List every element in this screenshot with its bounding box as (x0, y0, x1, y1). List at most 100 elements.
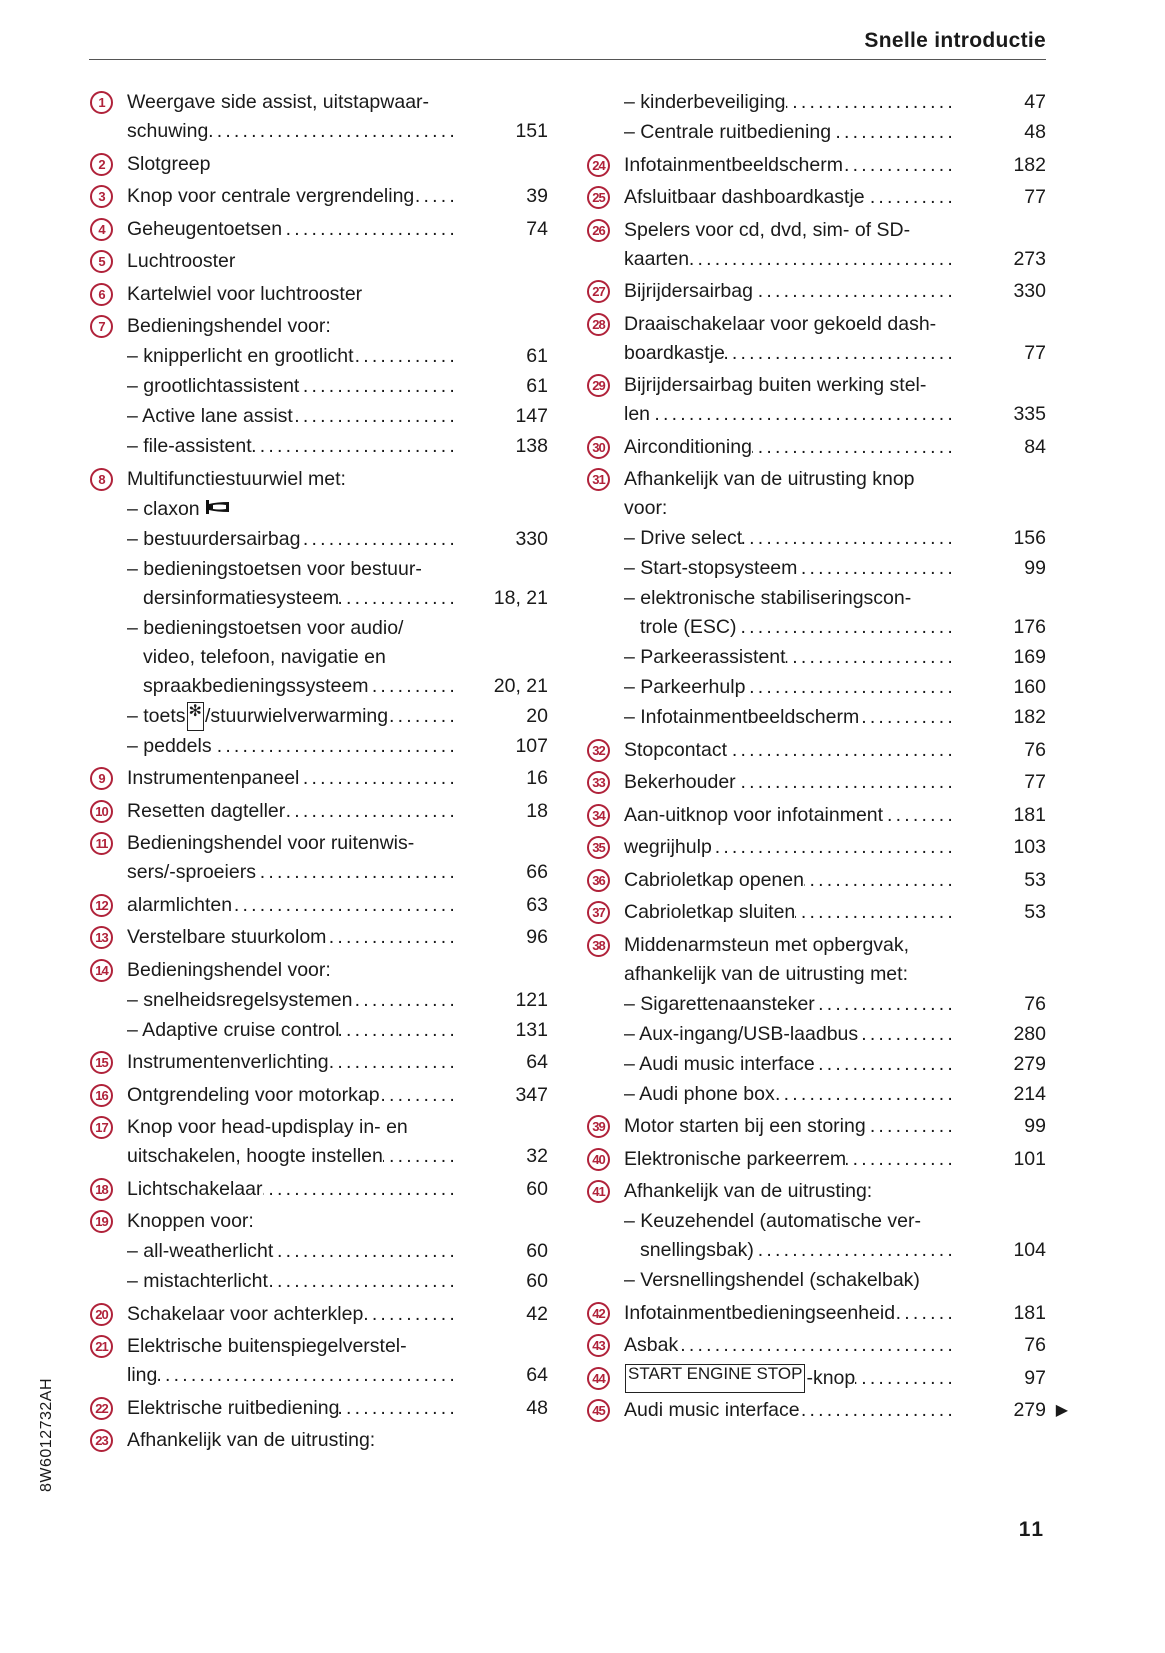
entry-line: spraakbedieningssysteem.................… (89, 672, 548, 701)
callout-number: 42 (587, 1301, 610, 1325)
index-entry: 10 Resetten dagteller....................… (89, 797, 548, 826)
entry-text: Elektronische parkeerrem (624, 1147, 847, 1170)
callout-number: 31 (587, 468, 610, 491)
dot-leader: ........................................… (753, 280, 956, 302)
entry-text: Weergave side assist, uitstapwaar- (127, 91, 430, 113)
dot-leader: ........................................… (727, 738, 956, 761)
page-reference: 66 (526, 861, 548, 883)
entry-text: Verstelbare stuurkolom (127, 926, 327, 948)
entry-line: len.....................................… (586, 400, 1046, 429)
entry-line: Elektrische buitenspiegelverstel- (89, 1332, 548, 1361)
dot-leader: ........................................… (299, 767, 458, 789)
entry-text: wegrijhulp (624, 836, 712, 858)
page-reference: 53 (1024, 901, 1046, 923)
page-reference: 64 (526, 1051, 548, 1073)
entry-line: – Centrale ruitbediening................… (586, 118, 1046, 147)
document-code: 8W6012732AH (38, 1377, 55, 1492)
entry-text: snellingsbak) (640, 1239, 754, 1261)
entry-line: Bedieningshendel voor: (89, 312, 548, 341)
entry-line: dersinformatiesysteem...................… (89, 584, 548, 613)
page-reference: 182 (1013, 153, 1046, 176)
entry-line: Asbak...................................… (586, 1331, 1046, 1360)
entry-text: kaarten (624, 247, 690, 270)
entry-line: Afhankelijk van de uitrusting knop (586, 465, 1046, 494)
dot-leader: ........................................… (251, 435, 458, 457)
callout-number: 45 (587, 1399, 610, 1422)
entry-text: Asbak (624, 1334, 679, 1356)
entry-line: – Active lane assist....................… (89, 402, 548, 431)
callout-number: 23 (90, 1429, 113, 1452)
index-entry: 30 Airconditioning.......................… (586, 433, 1046, 462)
entry-text: – snelheidsregelsystemen (127, 988, 353, 1011)
entry-text: video, telefoon, navigatie en (143, 645, 386, 668)
page-reference: 169 (1013, 646, 1046, 668)
callout-number: 37 (587, 901, 610, 924)
entry-line: – toets✻/stuurwielverwarming............… (89, 701, 548, 731)
dot-leader: ........................................… (736, 771, 956, 793)
entry-text: Knop voor centrale vergrendeling (127, 185, 415, 207)
dot-leader: ........................................… (831, 121, 956, 143)
entry-line: Resetten dagteller......................… (89, 797, 548, 826)
page-reference: 84 (1024, 435, 1046, 458)
page-reference: 60 (526, 1270, 548, 1292)
entry-text: alarmlichten (127, 893, 233, 916)
page-reference: 131 (515, 1018, 548, 1041)
index-entry: 21 Elektrische buitenspiegelverstel-ling.… (89, 1332, 548, 1390)
callout-number: 12 (90, 893, 113, 917)
entry-text: Bedieningshendel voor: (127, 315, 331, 337)
entry-line: – Infotainmentbeeldscherm...............… (586, 703, 1046, 732)
entry-line: Draaischakelaar voor gekoeld dash- (586, 310, 1046, 339)
entry-line: – Audi phone box........................… (586, 1080, 1046, 1109)
entry-text: Slotgreep (127, 152, 211, 175)
index-subentry: – Audi music interface..................… (586, 1050, 1046, 1079)
entry-line: Bedieningshendel voor: (89, 956, 548, 985)
index-column-right: – kinderbeveiliging.....................… (586, 88, 1068, 1425)
entry-line: Knop voor head-updisplay in- en (89, 1113, 548, 1142)
dot-leader: ........................................… (339, 1018, 458, 1041)
entry-text: – Audi music interface (624, 1052, 815, 1075)
page-reference: 39 (526, 185, 548, 207)
index-subentry: – bedieningstoetsen voor audio/video, te… (89, 614, 548, 701)
index-entry: 14 Bedieningshendel voor: (89, 956, 548, 985)
entry-text: Kartelwiel voor luchtrooster (127, 282, 363, 305)
index-subentry: – Centrale ruitbediening................… (586, 118, 1046, 147)
entry-line: – Parkeerassistent......................… (586, 643, 1046, 672)
dot-leader: ........................................… (157, 1364, 458, 1386)
page-reference: 181 (1013, 803, 1046, 826)
callout-number: 14 (90, 958, 113, 982)
entry-text: Elektrische ruitbediening (127, 1396, 340, 1419)
page-reference: 60 (526, 1177, 548, 1200)
dot-leader: ........................................… (292, 405, 458, 427)
entry-line: – file-assistent........................… (89, 432, 548, 461)
dot-leader: ........................................… (339, 1396, 458, 1419)
index-entry: 11 Bedieningshendel voor ruitenwis-sers/-… (89, 829, 548, 887)
page-reference: 77 (1024, 341, 1046, 364)
entry-text: Airconditioning (624, 435, 752, 458)
callout-number: 18 (90, 1177, 113, 1201)
callout-number: 19 (90, 1210, 113, 1233)
callout-number: 35 (587, 836, 610, 859)
dot-leader: ........................................… (285, 799, 458, 822)
entry-text: – Parkeerhulp (624, 676, 746, 698)
entry-text: Stopcontact (624, 738, 727, 761)
dot-leader: ........................................… (752, 435, 956, 458)
entry-text: – Infotainmentbeeldscherm (624, 706, 860, 728)
entry-text: Bijrijdersairbag buiten werking stel- (624, 374, 927, 396)
entry-line: Multifunctiestuurwiel met: (89, 465, 548, 494)
entry-text: schuwing (127, 120, 209, 142)
entry-text: Bekerhouder (624, 771, 736, 793)
entry-text: Infotainmentbeeldscherm (624, 153, 843, 176)
entry-text: – bedieningstoetsen voor audio/ (127, 616, 404, 639)
entry-text: – file-assistent (127, 435, 252, 457)
index-column-left: 1 Weergave side assist, uitstapwaar-schuw… (89, 88, 548, 1455)
page-reference: 147 (515, 405, 548, 427)
dot-leader: ........................................… (368, 674, 458, 697)
page-reference: 347 (515, 1083, 548, 1106)
dot-leader: ........................................… (895, 1301, 956, 1324)
page-reference: 64 (526, 1364, 548, 1386)
entry-text: Knoppen voor: (127, 1210, 254, 1232)
dot-leader: ........................................… (742, 527, 956, 549)
